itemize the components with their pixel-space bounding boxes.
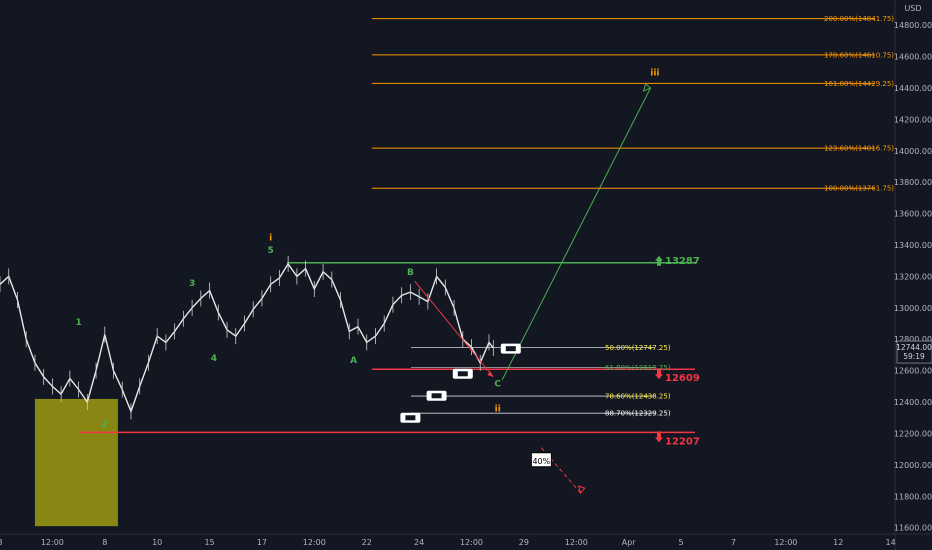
x-tick-label: 17 (257, 538, 267, 547)
accumulation-zone (34, 398, 118, 527)
wave-label: iii (650, 68, 659, 78)
y-tick-label: 13600.00 (894, 210, 932, 219)
x-tick-label: 12 (833, 538, 843, 547)
x-tick-label: 12:00 (774, 538, 797, 547)
y-tick-label: 13800.00 (894, 178, 932, 187)
x-tick-label: 15 (204, 538, 214, 547)
percent-box-label: 40% (532, 457, 550, 466)
current-price-label: 12744.00 (896, 343, 932, 352)
x-tick-label: 24 (414, 538, 424, 547)
green-arrowhead-icon (642, 83, 652, 92)
fib-extension-label: 161.80%(14429.25) (824, 80, 894, 88)
x-tick-label: 29 (519, 538, 529, 547)
y-tick-label: 12000.00 (894, 461, 932, 470)
y-tick-label: 13400.00 (894, 241, 932, 250)
x-tick-label: 12:00 (565, 538, 588, 547)
percent-box (530, 452, 552, 468)
fib-extension-label: 178.60%(14610.75) (824, 51, 894, 59)
x-tick-label: 12:00 (303, 538, 326, 547)
annotation-icon-inner (431, 393, 442, 399)
current-price-tag (896, 340, 932, 364)
annotation-icon-inner (457, 371, 468, 377)
price-series-line (0, 262, 494, 414)
wave-label: 3 (189, 279, 195, 289)
wave-label: C (494, 379, 501, 389)
wave-label: A (350, 356, 357, 366)
wave-label: 4 (211, 354, 217, 364)
fib-extension-label: 100.00%(13761.75) (824, 185, 894, 193)
support-label: 12207 (665, 436, 700, 447)
support-label: 12609 (665, 373, 700, 384)
x-tick-label: 12:00 (41, 538, 64, 547)
fib-retracement-label: 88.70%(12329.25) (605, 410, 671, 418)
arrow-down-icon (655, 368, 663, 380)
red-projection-arrow (414, 280, 494, 378)
y-tick-label: 12200.00 (894, 429, 932, 438)
y-tick-label: 14600.00 (894, 53, 932, 62)
x-tick-label: 3 (0, 538, 3, 547)
wave-label: B (407, 268, 414, 278)
resistance-label: 13287 (665, 256, 700, 267)
fib-retracement-label: 78.60%(12438.25) (605, 393, 671, 401)
dashed-arrowhead-icon (577, 485, 586, 495)
y-tick-label: 11800.00 (894, 492, 932, 501)
wave-label: 1 (75, 318, 81, 328)
y-tick-label: 11600.00 (894, 524, 932, 533)
y-tick-label: 13200.00 (894, 272, 932, 281)
y-tick-label: 14000.00 (894, 147, 932, 156)
annotation-icon-inner (505, 346, 516, 352)
x-tick-label: 10 (152, 538, 162, 547)
fib-retracement-label: 50.00%(12747.25) (605, 344, 671, 352)
y-tick-label: 14800.00 (894, 21, 932, 30)
y-tick-label: 12600.00 (894, 367, 932, 376)
currency-label: USD (904, 4, 921, 13)
y-tick-label: 14200.00 (894, 115, 932, 124)
fib-extension-label: 200.00%(14841.75) (824, 15, 894, 23)
x-tick-label: 14 (886, 538, 896, 547)
x-tick-label: 12:00 (460, 538, 483, 547)
countdown-label: 59:19 (903, 352, 925, 361)
x-tick-label: 8 (102, 538, 107, 547)
wave-label: 2 (102, 420, 108, 430)
arrow-up-icon (655, 255, 663, 266)
annotation-icon-inner (405, 415, 416, 421)
fib-extension-label: 123.60%(14016.75) (824, 145, 894, 153)
y-tick-label: 13000.00 (894, 304, 932, 313)
wave-label: i (269, 233, 272, 243)
y-tick-label: 12800.00 (894, 335, 932, 344)
x-tick-label: 5 (679, 538, 684, 547)
fib-retracement-label: 61.80%(12619.75) (605, 364, 671, 372)
wave-label: ii (495, 404, 501, 414)
y-tick-label: 14400.00 (894, 84, 932, 93)
x-tick-label: Apr (622, 538, 637, 547)
x-tick-label: 7 (731, 538, 736, 547)
arrow-down-icon (655, 431, 663, 443)
x-tick-label: 22 (362, 538, 372, 547)
wave-label: 5 (268, 246, 274, 256)
red-arrowhead-icon (487, 370, 494, 377)
green-projection-arrow (501, 87, 651, 381)
y-tick-label: 12400.00 (894, 398, 932, 407)
